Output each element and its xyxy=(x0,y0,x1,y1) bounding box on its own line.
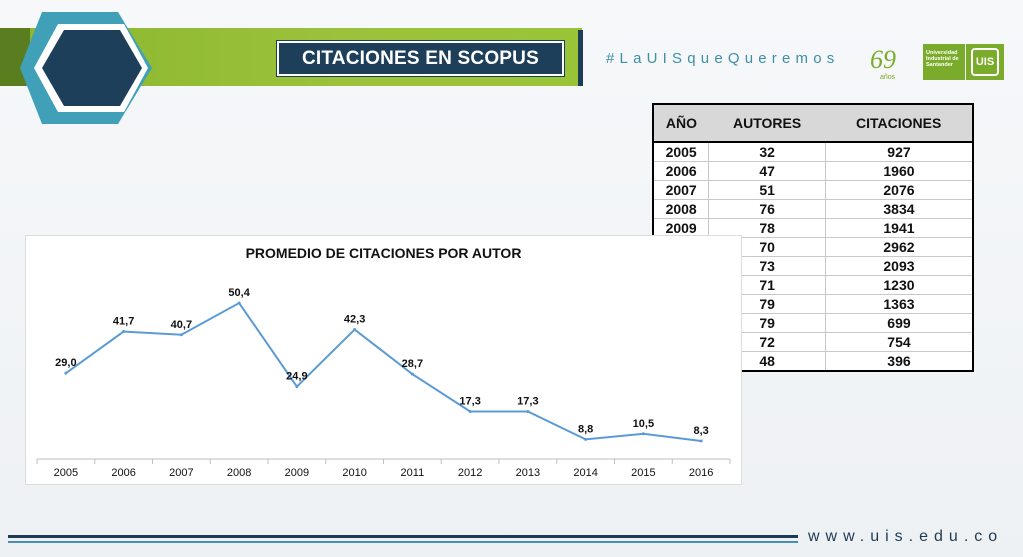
table-row: 2007 51 2076 xyxy=(653,180,973,200)
footer-line xyxy=(8,535,798,538)
data-point xyxy=(699,439,703,443)
chart-title: PROMEDIO DE CITACIONES POR AUTOR xyxy=(245,245,522,261)
footer-line-accent xyxy=(8,541,798,543)
table-cell: 47 xyxy=(708,161,826,181)
data-point xyxy=(179,333,183,337)
x-tick-label: 2005 xyxy=(54,467,78,479)
table-cell: 2962 xyxy=(825,237,973,257)
chart-panel xyxy=(25,235,742,485)
table-cell: 2006 xyxy=(653,161,710,181)
data-label: 50,4 xyxy=(228,287,250,299)
table-header-cell: AUTORES xyxy=(708,104,826,143)
table-header-cell: CITACIONES xyxy=(825,104,973,143)
anniversary-logo: 69 años xyxy=(866,42,914,82)
table-cell: 76 xyxy=(708,199,826,219)
table-cell: 51 xyxy=(708,180,826,200)
data-point xyxy=(584,437,588,441)
table-cell: 1363 xyxy=(825,294,973,314)
x-tick-label: 2015 xyxy=(631,467,655,479)
university-name-logo: Universidad Industrial de Santander xyxy=(923,44,965,80)
table-row: 2009 78 1941 xyxy=(653,218,973,238)
data-point xyxy=(641,432,645,436)
data-label: 40,7 xyxy=(171,319,192,331)
uis-shield-icon: UIS xyxy=(966,44,1004,80)
x-tick-label: 2011 xyxy=(401,467,425,479)
data-label: 17,3 xyxy=(517,395,538,407)
data-label: 10,5 xyxy=(633,418,654,430)
data-label: 8,3 xyxy=(693,425,708,437)
data-label: 29,0 xyxy=(55,357,76,369)
anniversary-word: años xyxy=(880,74,896,81)
series-line xyxy=(65,301,702,442)
anniversary-number: 69 xyxy=(870,45,896,74)
data-label: 17,3 xyxy=(459,395,480,407)
table-cell: 3834 xyxy=(825,199,973,219)
x-tick-label: 2016 xyxy=(689,467,713,479)
data-label: 41,7 xyxy=(113,316,134,328)
data-point xyxy=(295,385,299,389)
data-point xyxy=(237,301,241,305)
hashtag: #LaUISqueQueremos xyxy=(606,50,840,67)
x-tick-label: 2014 xyxy=(573,467,597,479)
table-header-cell: AÑO xyxy=(653,104,709,143)
data-label: 28,7 xyxy=(402,358,423,370)
x-tick-label: 2008 xyxy=(227,467,251,479)
table-cell: 699 xyxy=(825,313,973,333)
data-label: 24,9 xyxy=(286,371,307,383)
data-label: 8,8 xyxy=(578,423,593,435)
table-cell: 396 xyxy=(825,351,973,372)
header-band-edge xyxy=(578,30,583,86)
table-cell: 2093 xyxy=(825,256,973,276)
table-cell: 754 xyxy=(825,332,973,352)
table-cell: 2007 xyxy=(653,180,710,200)
table-row: 2005 32 927 xyxy=(653,142,973,162)
x-tick-label: 2013 xyxy=(516,467,540,479)
website-url: www.uis.edu.co xyxy=(808,528,1004,545)
line-chart: 29,0 2005 41,7 2006 40,7 2007 50,4 2008 24,9 2009… xyxy=(36,287,731,479)
table-cell: 2076 xyxy=(825,180,973,200)
table-row: 2006 47 1960 xyxy=(653,161,973,181)
data-point xyxy=(122,330,126,334)
data-point xyxy=(468,409,472,413)
data-label: 42,3 xyxy=(344,314,365,326)
table-cell: 32 xyxy=(708,142,826,162)
table-cell: 1230 xyxy=(825,275,973,295)
table-cell: 1960 xyxy=(825,161,973,181)
x-tick-label: 2006 xyxy=(111,467,135,479)
table-cell: 927 xyxy=(825,142,973,162)
data-point xyxy=(64,371,68,375)
table-row: 2008 76 3834 xyxy=(653,199,973,219)
data-point xyxy=(410,372,414,376)
table-cell: 2008 xyxy=(653,199,710,219)
table-cell: 78 xyxy=(708,218,826,238)
hexagon-logo-icon xyxy=(20,6,160,130)
uis-shield-text: UIS xyxy=(971,48,999,76)
x-tick-label: 2012 xyxy=(458,467,482,479)
data-point xyxy=(353,328,357,332)
page-title: CITACIONES EN SCOPUS xyxy=(277,41,564,76)
x-tick-label: 2007 xyxy=(169,467,193,479)
table-cell: 2005 xyxy=(653,142,710,162)
table-cell: 1941 xyxy=(825,218,973,238)
data-point xyxy=(526,409,530,413)
x-tick-label: 2009 xyxy=(285,467,309,479)
x-tick-label: 2010 xyxy=(342,467,366,479)
